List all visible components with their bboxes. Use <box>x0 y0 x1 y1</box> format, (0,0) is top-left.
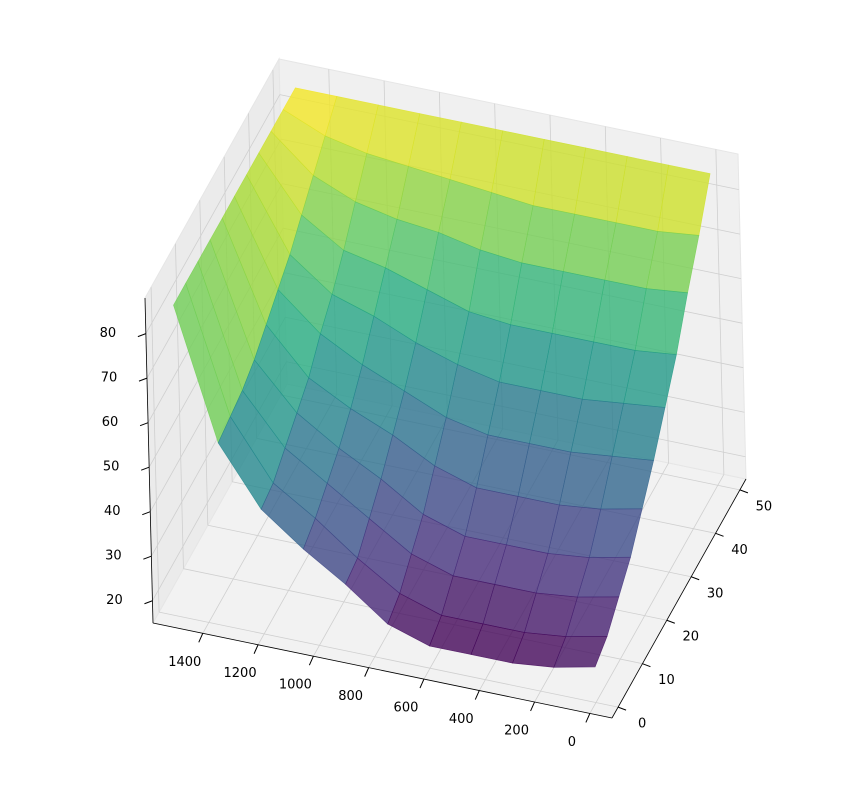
x-tick-label: 400 <box>449 712 474 727</box>
z-tick <box>139 422 149 427</box>
z-tick-label: 20 <box>106 593 123 608</box>
grid-line <box>145 94 281 334</box>
x-tick <box>364 667 370 677</box>
z-tick <box>142 511 151 516</box>
z-tick-label: 70 <box>101 371 118 386</box>
z-tick-label: 60 <box>102 415 119 430</box>
y-tick-label: 50 <box>756 499 773 514</box>
z-tick-label: 30 <box>105 549 122 564</box>
z-tick-label: 50 <box>103 460 120 475</box>
y-tick <box>642 663 651 668</box>
z-tick-label: 80 <box>100 326 117 341</box>
grid-line <box>150 287 160 613</box>
x-tick-label: 200 <box>504 723 529 738</box>
y-tick <box>666 619 675 624</box>
x-axis <box>152 622 613 719</box>
y-tick-label: 0 <box>638 717 646 732</box>
x-tick <box>198 633 204 643</box>
x-tick-label: 800 <box>338 689 363 704</box>
x-tick-label: 600 <box>394 701 419 716</box>
z-axis <box>144 297 154 624</box>
x-tick-label: 1400 <box>168 655 201 670</box>
x-tick <box>585 713 591 723</box>
z-tick <box>138 377 148 382</box>
grid-line <box>175 243 184 569</box>
x-tick <box>419 678 425 689</box>
x-tick <box>530 701 536 712</box>
x-tick <box>308 655 314 666</box>
y-tick-label: 20 <box>683 630 700 645</box>
y-tick-label: 10 <box>658 673 675 688</box>
grid-line <box>589 474 725 714</box>
y-tick <box>739 489 749 494</box>
grid-line <box>715 149 725 475</box>
grid-line <box>159 611 619 708</box>
x-tick <box>474 690 480 700</box>
x-tick-label: 1200 <box>224 666 257 681</box>
y-tick-label: 30 <box>707 586 724 601</box>
surface-patch <box>553 635 608 668</box>
x-tick-label: 0 <box>568 735 576 750</box>
x-tick <box>253 644 259 654</box>
z-tick-label: 40 <box>104 504 121 519</box>
y-tick <box>617 706 627 711</box>
z-tick <box>140 466 150 471</box>
x-tick-label: 1000 <box>279 678 312 693</box>
y-tick-label: 40 <box>731 543 748 558</box>
y-tick <box>691 576 700 581</box>
z-tick <box>143 555 152 560</box>
y-axis <box>611 478 747 719</box>
z-tick <box>137 333 147 338</box>
y-tick <box>715 532 724 537</box>
z-tick <box>144 600 153 605</box>
